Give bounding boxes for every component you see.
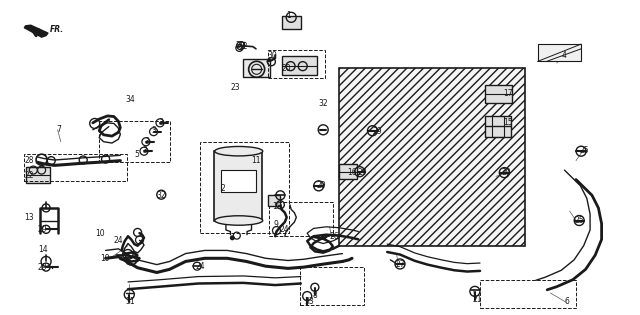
Text: 29: 29 bbox=[236, 41, 245, 50]
Text: 33: 33 bbox=[304, 297, 314, 306]
Bar bbox=[221, 170, 256, 192]
Bar bbox=[485, 116, 511, 137]
Text: 3: 3 bbox=[142, 146, 147, 155]
Ellipse shape bbox=[215, 146, 263, 156]
Text: 12: 12 bbox=[238, 42, 248, 51]
Text: 27: 27 bbox=[396, 260, 405, 269]
Text: 28: 28 bbox=[24, 156, 34, 165]
Text: 25: 25 bbox=[580, 146, 589, 155]
Text: 34: 34 bbox=[125, 95, 135, 104]
Text: 22: 22 bbox=[24, 171, 34, 180]
Text: 21: 21 bbox=[472, 295, 482, 304]
Bar bbox=[99, 121, 170, 162]
Text: 29: 29 bbox=[372, 127, 382, 136]
Text: 29: 29 bbox=[37, 263, 47, 272]
Text: 17: 17 bbox=[504, 89, 513, 98]
Text: 3: 3 bbox=[152, 126, 157, 135]
Bar bbox=[24, 154, 127, 181]
Text: 29: 29 bbox=[502, 168, 511, 177]
Text: 8: 8 bbox=[312, 291, 317, 300]
Text: 19: 19 bbox=[100, 255, 110, 263]
Text: 3: 3 bbox=[144, 137, 149, 146]
Circle shape bbox=[230, 235, 235, 240]
Bar bbox=[269, 202, 333, 236]
Text: 25: 25 bbox=[575, 216, 584, 225]
Text: 5: 5 bbox=[134, 150, 140, 159]
Text: 3: 3 bbox=[159, 118, 164, 127]
Text: 15: 15 bbox=[504, 118, 513, 127]
Text: 29: 29 bbox=[357, 168, 367, 177]
Text: 26: 26 bbox=[330, 232, 339, 241]
Bar bbox=[339, 68, 525, 246]
Text: 9: 9 bbox=[274, 220, 279, 229]
Text: 1: 1 bbox=[286, 11, 291, 20]
Text: 32: 32 bbox=[157, 191, 166, 200]
Bar bbox=[268, 195, 280, 206]
Text: 11: 11 bbox=[252, 156, 261, 165]
Text: 7: 7 bbox=[56, 125, 61, 134]
Bar bbox=[282, 16, 301, 29]
Bar bbox=[282, 56, 317, 75]
Polygon shape bbox=[24, 25, 48, 37]
Text: 29: 29 bbox=[316, 181, 326, 190]
Text: 32: 32 bbox=[319, 100, 328, 108]
Text: 23: 23 bbox=[230, 83, 240, 92]
Text: 30: 30 bbox=[268, 51, 277, 60]
Text: 2: 2 bbox=[220, 184, 225, 193]
Text: FR.: FR. bbox=[50, 26, 64, 34]
Bar bbox=[26, 167, 50, 183]
Text: 24: 24 bbox=[195, 262, 205, 271]
Text: 20: 20 bbox=[282, 64, 291, 73]
Bar bbox=[480, 280, 576, 308]
Text: 13: 13 bbox=[24, 214, 34, 222]
Text: 24: 24 bbox=[114, 236, 124, 244]
Text: 16: 16 bbox=[347, 168, 356, 177]
Text: 31: 31 bbox=[125, 297, 135, 306]
Bar bbox=[200, 142, 289, 233]
Text: 24: 24 bbox=[279, 226, 289, 234]
Text: 18: 18 bbox=[272, 202, 282, 211]
Bar bbox=[485, 85, 512, 103]
Bar bbox=[339, 164, 357, 179]
Text: 4: 4 bbox=[562, 51, 567, 60]
Text: 29: 29 bbox=[37, 226, 47, 234]
Bar bbox=[214, 151, 262, 220]
Ellipse shape bbox=[215, 216, 263, 225]
Bar bbox=[300, 267, 364, 305]
Text: 6: 6 bbox=[564, 297, 570, 306]
Bar bbox=[243, 59, 270, 77]
Bar bbox=[538, 44, 581, 61]
Text: 10: 10 bbox=[95, 229, 104, 238]
Bar bbox=[268, 50, 325, 78]
Text: 14: 14 bbox=[38, 245, 48, 254]
